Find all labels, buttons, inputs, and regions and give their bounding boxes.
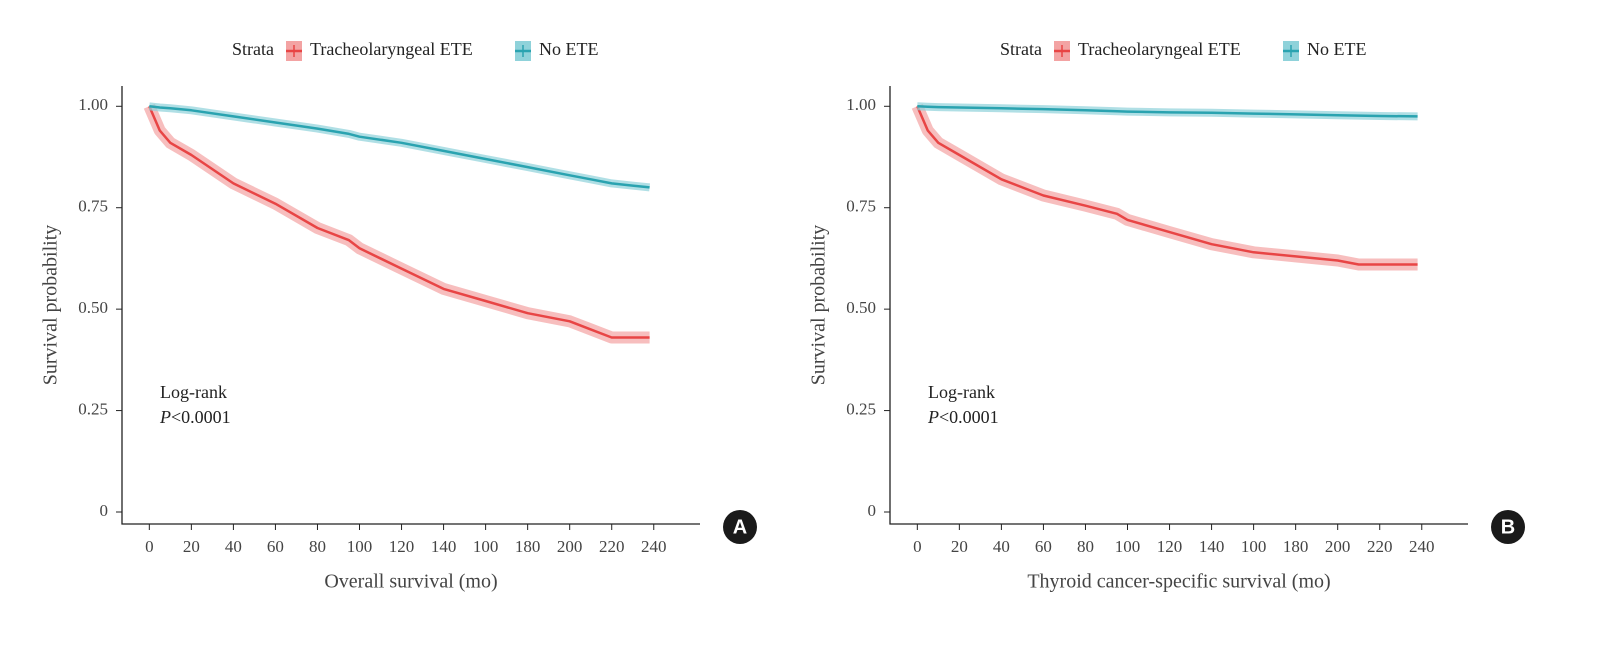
x-tick-label: 20 <box>951 537 968 556</box>
x-tick-label: 120 <box>389 537 415 556</box>
x-tick-label: 80 <box>309 537 326 556</box>
p-symbol: P <box>927 407 939 427</box>
y-tick-label: 0.50 <box>846 298 876 317</box>
y-tick-label: 0.25 <box>846 399 876 418</box>
x-tick-label: 100 <box>347 537 373 556</box>
x-tick-label: 220 <box>599 537 625 556</box>
chart-panel: 0 0.25 0.50 0.75 1.00 0 20 40 60 80 100 120 140 100 18… <box>808 39 1525 593</box>
x-tick-label: 200 <box>557 537 583 556</box>
x-tick-label: 180 <box>1283 537 1309 556</box>
x-tick-label: 40 <box>225 537 242 556</box>
legend-title: Strata <box>232 39 274 59</box>
x-tick-label: 100 <box>1241 537 1267 556</box>
y-tick-label: 1.00 <box>846 95 876 114</box>
annotation: Log-rank <box>928 382 995 402</box>
x-tick-label: 0 <box>145 537 154 556</box>
legend-label: No ETE <box>1307 39 1366 59</box>
x-tick-label: 220 <box>1367 537 1393 556</box>
y-tick-label: 0 <box>868 501 877 520</box>
x-tick-label: 180 <box>515 537 541 556</box>
survival-curve <box>148 105 650 339</box>
p-symbol: P <box>159 407 171 427</box>
x-tick-label: 40 <box>993 537 1010 556</box>
x-tick-label: 60 <box>267 537 284 556</box>
legend-label: Tracheolaryngeal ETE <box>1078 39 1241 59</box>
legend-label: Tracheolaryngeal ETE <box>310 39 473 59</box>
x-tick-label: 240 <box>1409 537 1435 556</box>
panel-label: B <box>1501 516 1515 538</box>
y-tick-label: 1.00 <box>78 95 108 114</box>
x-tick-label: 20 <box>183 537 200 556</box>
y-axis-label: Survival probability <box>808 225 830 386</box>
y-tick-label: 0 <box>100 501 109 520</box>
panel-badge <box>723 510 757 544</box>
y-axis-label: Survival probability <box>40 225 62 386</box>
x-axis-label: Thyroid cancer-specific survival (mo) <box>1027 571 1330 593</box>
x-tick-label: 140 <box>1199 537 1225 556</box>
survival-curve <box>917 105 1418 118</box>
x-tick-label: 60 <box>1035 537 1052 556</box>
axes <box>889 86 1468 525</box>
x-tick-label: 100 <box>473 537 499 556</box>
x-tick-label: 80 <box>1077 537 1094 556</box>
x-tick-label: 0 <box>913 537 922 556</box>
x-tick-label: 140 <box>431 537 457 556</box>
panel-badge <box>1491 510 1525 544</box>
confidence-band <box>911 103 1418 271</box>
axes <box>121 86 700 525</box>
legend-title: Strata <box>1000 39 1042 59</box>
survival-curve <box>916 105 1418 266</box>
x-tick-label: 240 <box>641 537 667 556</box>
y-tick-label: 0.50 <box>78 298 108 317</box>
x-tick-label: 100 <box>1115 537 1141 556</box>
annotation: Log-rank <box>160 382 227 402</box>
survival-curve <box>149 105 650 189</box>
x-tick-label: 120 <box>1157 537 1183 556</box>
p-value-text: <0.0001 <box>939 407 999 427</box>
p-value-text: <0.0001 <box>171 407 231 427</box>
p-value: P<0.0001 <box>927 407 999 427</box>
y-tick-label: 0.75 <box>78 197 108 216</box>
y-tick-label: 0.75 <box>846 197 876 216</box>
p-value: P<0.0001 <box>159 407 231 427</box>
x-tick-label: 200 <box>1325 537 1351 556</box>
chart-panel: 0 0.25 0.50 0.75 1.00 0 20 40 60 80 100 120 140 100 18… <box>40 39 757 593</box>
x-axis-label: Overall survival (mo) <box>324 571 497 593</box>
y-tick-label: 0.25 <box>78 399 108 418</box>
panel-label: A <box>733 516 747 538</box>
legend-label: No ETE <box>539 39 598 59</box>
